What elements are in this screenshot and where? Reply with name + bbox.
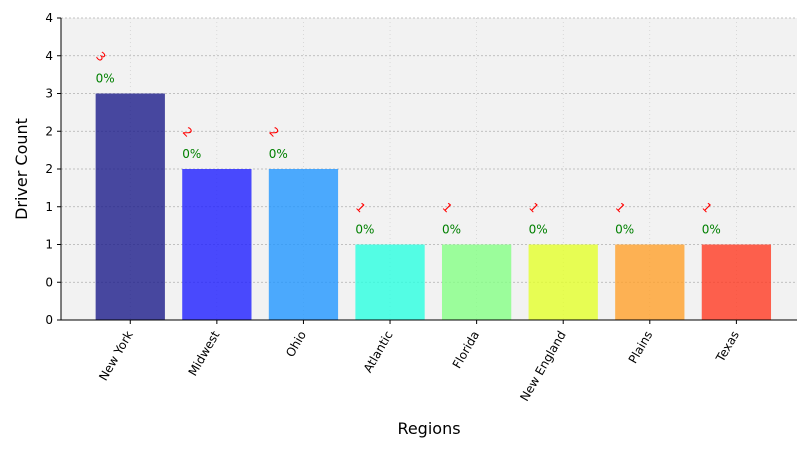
bar-atlantic (355, 244, 425, 320)
y-tick-label: 2 (45, 162, 53, 176)
x-tick-label: Midwest (186, 328, 223, 378)
bars (95, 93, 772, 320)
y-tick-label: 3 (45, 87, 53, 101)
x-tick-label: New York (96, 328, 136, 383)
y-tick-label: 4 (45, 11, 53, 25)
x-axis-title: Regions (397, 419, 460, 438)
x-tick-label: Atlantic (361, 329, 396, 376)
y-tick-label: 2 (45, 124, 53, 138)
y-axis: 0 0 1 1 2 2 3 4 4 (45, 11, 61, 327)
x-tick-label: Florida (450, 329, 483, 371)
y-tick-label: 1 (45, 200, 53, 214)
x-tick-label: New England (517, 329, 568, 404)
bar-percent-label: 0% (702, 223, 721, 237)
bar-percent-label: 0% (615, 223, 634, 237)
bar-percent-label: 0% (96, 72, 115, 86)
y-tick-label: 0 (45, 313, 53, 327)
y-tick-label: 1 (45, 238, 53, 252)
x-tick-label: Ohio (283, 329, 309, 360)
bar-plains (615, 244, 685, 320)
y-tick-label: 0 (45, 275, 53, 289)
bar-ohio (268, 169, 339, 320)
y-axis-title: Driver Count (12, 118, 31, 220)
bar-percent-label: 0% (442, 223, 461, 237)
x-tick-label: Texas (713, 329, 742, 366)
bar-midwest (182, 169, 252, 320)
bar-florida (441, 244, 512, 320)
y-tick-label: 4 (45, 49, 53, 63)
x-axis: New York Midwest Ohio Atlantic Florida New En… (96, 320, 742, 404)
x-tick-label: Plains (626, 329, 656, 366)
bar-new-england (528, 244, 598, 320)
bar-percent-label: 0% (182, 147, 201, 161)
bar-percent-label: 0% (529, 223, 548, 237)
bar-texas (701, 244, 772, 320)
bar-new-york (95, 93, 165, 320)
bar-percent-label: 0% (355, 223, 374, 237)
bar-percent-label: 0% (269, 147, 288, 161)
